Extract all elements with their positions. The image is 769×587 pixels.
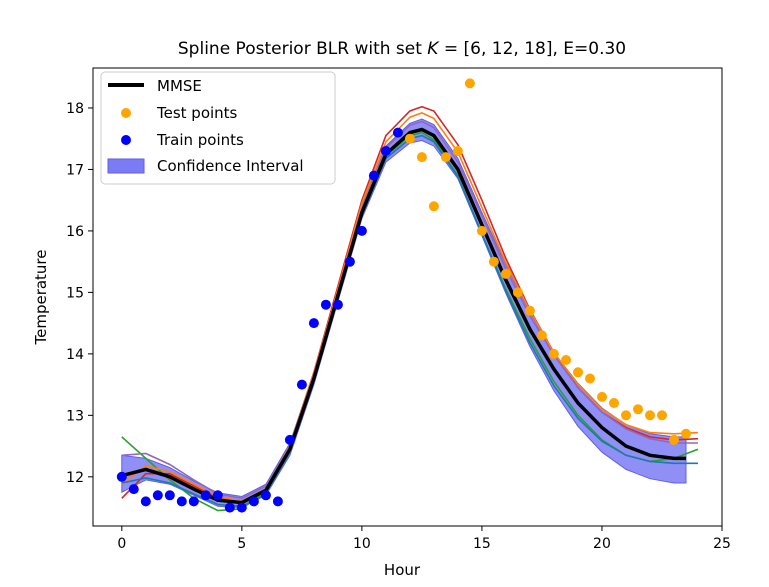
scatter-points-layer [116,78,691,513]
train-point-8 [212,490,223,501]
legend-swatch-train [121,135,131,145]
train-point-22 [380,146,391,156]
x-tick-label: 10 [353,536,371,552]
train-point-19 [344,256,355,267]
test-point-19 [633,404,643,415]
train-point-13 [272,496,283,507]
y-tick-label: 12 [66,470,84,486]
mmse-line [121,127,686,505]
legend: MMSE Test points Train points Confidence… [100,71,336,185]
y-tick-label: 14 [66,347,84,363]
train-point-6 [188,496,199,507]
test-point-13 [561,355,571,365]
test-point-6 [476,225,487,236]
y-tick-label: 13 [66,408,84,424]
test-point-23 [681,428,691,439]
train-point-16 [308,318,319,329]
y-tick-label: 15 [66,285,84,301]
test-point-12 [548,348,559,359]
chart-title: Spline Posterior BLR with set K = [6, 12… [178,39,626,59]
train-point-10 [236,502,247,513]
train-point-4 [164,490,175,501]
plot-frame [92,67,723,527]
legend-label-test: Test points [156,104,238,122]
y-axis: 12 13 14 15 16 17 18 [66,101,93,486]
test-point-3 [440,152,451,163]
y-tick-label: 18 [66,101,84,117]
train-point-1 [128,484,139,495]
posterior-sample-line-1 [121,131,699,512]
train-point-20 [356,225,367,236]
legend-box [100,71,336,185]
legend-swatch-test [121,108,131,118]
train-point-12 [260,490,271,501]
train-point-21 [368,170,379,181]
test-point-8 [500,268,511,279]
test-point-15 [585,373,595,384]
test-point-7 [488,256,499,267]
train-point-2 [140,496,151,507]
x-tick-label: 15 [473,536,491,552]
legend-label-ci: Confidence Interval [157,157,304,175]
test-point-0 [404,133,415,144]
x-tick-label: 5 [237,536,246,552]
x-axis: 0 5 10 15 20 25 [117,526,731,552]
x-tick-label: 0 [117,536,126,552]
test-point-10 [524,305,535,316]
train-point-14 [284,434,295,445]
train-point-3 [152,490,163,501]
train-point-5 [176,496,187,507]
x-axis-label: Hour [384,561,421,579]
test-point-17 [609,398,619,408]
test-point-2 [428,201,439,212]
posterior-sample-line-5 [121,134,698,508]
test-point-21 [657,410,667,421]
test-point-20 [645,410,655,421]
legend-label-train: Train points [156,131,244,149]
train-point-0 [116,471,127,482]
x-tick-label: 25 [713,536,731,552]
test-point-18 [621,410,631,421]
train-point-7 [200,490,211,501]
y-axis-label: Temperature [32,249,50,345]
train-point-11 [248,496,259,507]
legend-swatch-ci [107,158,145,174]
mmse-layer [121,127,686,505]
legend-label-mmse: MMSE [157,77,202,95]
y-tick-label: 17 [66,162,84,178]
train-point-9 [224,502,235,513]
test-point-4 [452,146,463,156]
train-point-15 [296,379,307,390]
test-point-14 [573,367,583,378]
train-point-23 [392,127,403,138]
x-tick-label: 20 [593,536,611,552]
test-point-22 [669,434,679,445]
test-point-1 [416,152,427,163]
train-point-18 [332,299,343,310]
y-tick-label: 16 [66,224,84,240]
train-point-17 [320,299,331,310]
test-point-11 [536,330,547,341]
test-point-9 [512,287,523,298]
test-point-5 [464,78,475,89]
test-point-16 [597,391,607,402]
